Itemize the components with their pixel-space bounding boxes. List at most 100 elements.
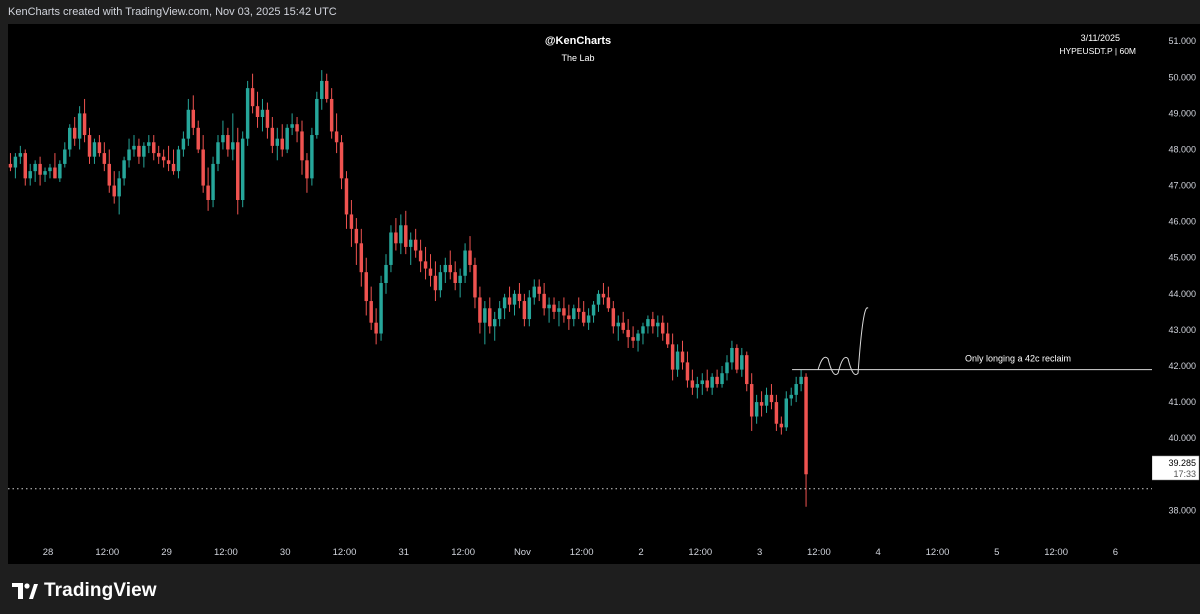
candle-body: [473, 264, 477, 298]
candle-body: [512, 293, 517, 305]
candle-body: [231, 142, 235, 150]
candle-body: [23, 153, 27, 179]
candle-body: [532, 286, 536, 298]
candle-body: [359, 243, 364, 273]
candle-body: [665, 333, 670, 345]
candle-body: [636, 333, 640, 341]
candle-body: [142, 145, 146, 157]
candle-body: [152, 142, 156, 154]
candle-body: [324, 80, 329, 99]
candle-body: [581, 311, 586, 323]
x-tick-label: 12:00: [570, 547, 594, 558]
candle-body: [38, 163, 42, 175]
candle-body: [725, 362, 729, 374]
y-tick-label: 38.000: [1168, 505, 1196, 515]
candle-body: [552, 304, 556, 312]
x-tick-label: 2: [638, 547, 643, 558]
candle-body: [759, 402, 764, 406]
candle-body: [542, 293, 546, 309]
candle-body: [715, 376, 719, 385]
candle-body: [43, 171, 47, 175]
candle-body: [137, 145, 141, 157]
current-price-value: 39.285: [1168, 458, 1196, 468]
candle-body: [270, 127, 275, 146]
candle-body: [740, 355, 744, 370]
candle-body: [226, 135, 230, 150]
bar-countdown: 17:33: [1173, 469, 1196, 479]
y-tick-label: 43.000: [1168, 325, 1196, 335]
candle-body: [527, 297, 532, 320]
candle-body: [127, 149, 131, 161]
candle-body: [77, 113, 82, 139]
x-tick-label: 12:00: [333, 547, 357, 558]
footer: TradingView: [0, 566, 1200, 614]
chart-area[interactable]: Only longing a 42c reclaim @KenCharts The …: [8, 24, 1152, 564]
candle-body: [626, 329, 630, 338]
candle-body: [349, 214, 354, 229]
candle-body: [260, 109, 265, 117]
candle-body: [305, 160, 309, 179]
candle-body: [794, 384, 798, 395]
candle-body: [369, 301, 373, 323]
candle-body: [92, 142, 97, 157]
y-tick-label: 41.000: [1168, 397, 1196, 407]
candle-body: [433, 275, 438, 291]
candle-body: [300, 131, 304, 161]
candle-body: [537, 286, 541, 294]
candle-body: [586, 315, 591, 323]
y-tick-label: 49.000: [1168, 108, 1196, 118]
tradingview-logo[interactable]: TradingView: [12, 580, 157, 602]
candle-body: [705, 380, 709, 388]
candle-body: [408, 239, 413, 247]
y-tick-label: 45.000: [1168, 253, 1196, 263]
candle-body: [87, 135, 92, 157]
candle-body: [245, 88, 250, 139]
candle-body: [591, 304, 596, 316]
candle-body: [656, 322, 660, 327]
candle-body: [774, 402, 779, 424]
candle-body: [102, 153, 107, 164]
candle-body: [720, 373, 724, 385]
author-label: @KenCharts: [545, 35, 611, 47]
candle-body: [423, 261, 428, 269]
candle-body: [265, 109, 270, 128]
candle-body: [275, 138, 280, 146]
candle-body: [191, 109, 196, 128]
x-tick-label: 6: [1113, 547, 1118, 558]
candle-body: [483, 308, 487, 323]
candle-body: [567, 315, 571, 320]
candle-body: [631, 337, 635, 341]
candle-body: [507, 297, 512, 305]
candle-body: [621, 322, 625, 330]
candle-body: [404, 225, 408, 247]
date-label: 3/11/2025: [1081, 33, 1120, 43]
price-axis[interactable]: 51.000 50.000 49.000 48.000 47.000 46.000 45.0…: [1152, 24, 1200, 564]
candle-body: [176, 149, 181, 172]
candle-body: [201, 149, 205, 186]
projection-path: [817, 307, 869, 376]
candle-body: [577, 308, 581, 312]
price-axis-labels: 51.000 50.000 49.000 48.000 47.000 46.000 45.0…: [1152, 36, 1200, 515]
reclaim-level-label: Only longing a 42c reclaim: [965, 354, 1071, 364]
candle-body: [769, 394, 774, 403]
candle-body: [789, 394, 793, 399]
candle-body: [458, 275, 462, 283]
candle-body: [320, 80, 324, 99]
candle-body: [616, 322, 620, 327]
x-tick-label: 28: [43, 547, 54, 558]
y-tick-label: 51.000: [1168, 36, 1196, 46]
x-tick-label: 12:00: [688, 547, 712, 558]
y-tick-label: 47.000: [1168, 181, 1196, 191]
candlestick-chart[interactable]: Only longing a 42c reclaim @KenCharts The …: [8, 24, 1152, 564]
x-tick-label: 12:00: [451, 547, 475, 558]
candle-body: [754, 402, 759, 417]
candle-body: [497, 308, 502, 320]
candle-body: [443, 264, 448, 273]
candle-body: [206, 185, 210, 200]
x-tick-label: 12:00: [926, 547, 950, 558]
y-tick-label: 44.000: [1168, 289, 1196, 299]
candle-body: [290, 124, 294, 128]
candle-body: [492, 319, 497, 327]
candle-body: [779, 423, 784, 428]
candle-body: [166, 160, 171, 164]
